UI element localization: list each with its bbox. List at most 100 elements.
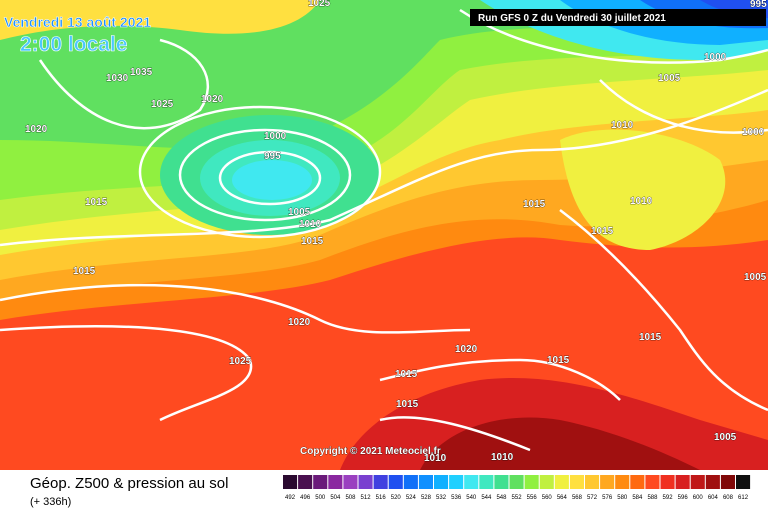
legend-swatch [494, 475, 509, 489]
band [420, 417, 700, 470]
legend-label: 592 [663, 495, 674, 501]
legend-label: 568 [572, 495, 583, 501]
isobar-label: 1005 [658, 73, 681, 84]
legend-label: 544 [481, 495, 492, 501]
isobar-label: 995 [264, 151, 281, 162]
isobar-label: 1010 [424, 453, 447, 464]
run-info: Run GFS 0 Z du Vendredi 30 juillet 2021 [478, 13, 666, 24]
legend-label: 492 [285, 495, 296, 501]
legend-label: 528 [421, 495, 432, 501]
legend-label: 548 [496, 495, 507, 501]
isobars [0, 8, 768, 452]
isobar-label: 1015 [523, 199, 546, 210]
legend-label: 516 [376, 495, 387, 501]
isobar-label: 1025 [151, 99, 174, 110]
run-box [470, 9, 766, 26]
isobar-label: 1030 [106, 73, 129, 84]
isobar-label: 1000 [704, 52, 727, 63]
legend-label: 524 [406, 495, 417, 501]
legend-label: 588 [647, 495, 658, 501]
legend-swatch [373, 475, 388, 489]
isobar-label: 995 [750, 0, 767, 10]
legend-swatch [645, 475, 660, 489]
legend-swatch [554, 475, 569, 489]
legend-label: 496 [300, 495, 311, 501]
isobar-label: 1000 [264, 131, 287, 142]
legend-label: 596 [678, 495, 689, 501]
isobar-label: 1020 [25, 124, 48, 135]
legend-label: 508 [345, 495, 356, 501]
legend-swatch [313, 475, 328, 489]
legend-swatch [660, 475, 675, 489]
legend-swatch [524, 475, 539, 489]
legend-swatch [690, 475, 705, 489]
legend-label: 584 [632, 495, 643, 501]
legend-label: 500 [315, 495, 326, 501]
legend-swatch [736, 475, 751, 489]
legend-swatch [328, 475, 343, 489]
legend-label: 552 [512, 495, 523, 501]
legend-swatch [720, 475, 735, 489]
legend-swatch [569, 475, 584, 489]
legend: 492 496 500 504 508 512 516 520 524 528 532 536 540 5… [283, 475, 751, 501]
legend-swatch [705, 475, 720, 489]
legend-swatch [343, 475, 358, 489]
forecast-time: 2:00 locale [20, 33, 127, 56]
legend-label: 512 [361, 495, 372, 501]
isobar-label: 1005 [744, 272, 767, 283]
legend-label: 604 [708, 495, 719, 501]
isobar-label: 1015 [73, 266, 96, 277]
isobar-label: 1020 [288, 317, 311, 328]
footer-title: Géop. Z500 & pression au sol [30, 475, 228, 492]
legend-label: 532 [436, 495, 447, 501]
isobar-label: 1015 [301, 236, 324, 247]
legend-label: 608 [723, 495, 734, 501]
legend-label: 556 [527, 495, 538, 501]
legend-swatch [464, 475, 479, 489]
isobar-label: 1025 [308, 0, 331, 9]
isobar-label: 1015 [547, 355, 570, 366]
legend-label: 520 [391, 495, 402, 501]
legend-swatch [479, 475, 494, 489]
legend-swatch [449, 475, 464, 489]
band [232, 160, 312, 200]
legend-label: 580 [617, 495, 628, 501]
isobar-label: 1005 [288, 207, 311, 218]
isobar-label: 1005 [714, 432, 737, 443]
legend-swatch [600, 475, 615, 489]
legend-swatch [585, 475, 600, 489]
isobar-label: 1010 [491, 452, 514, 463]
band [560, 129, 726, 250]
legend-swatch [434, 475, 449, 489]
legend-swatch [298, 475, 313, 489]
isobar-label: 1015 [591, 226, 614, 237]
isobar-label: 1015 [395, 369, 418, 380]
isobar-label: 1020 [455, 344, 478, 355]
legend-swatch [675, 475, 690, 489]
legend-swatch [388, 475, 403, 489]
isobar-label: 1035 [130, 67, 153, 78]
isobar-label: 1015 [639, 332, 662, 343]
legend-swatch [509, 475, 524, 489]
legend-swatch [539, 475, 554, 489]
legend-swatch [358, 475, 373, 489]
isobar-label: 1020 [201, 94, 224, 105]
legend-swatch [630, 475, 645, 489]
legend-label: 540 [466, 495, 477, 501]
isobar-label: 1010 [611, 120, 634, 131]
isobar-label: 1015 [85, 197, 108, 208]
legend-label: 504 [330, 495, 341, 501]
isobar-label: 1010 [630, 196, 653, 207]
legend-swatch [615, 475, 630, 489]
legend-swatch [418, 475, 433, 489]
legend-label: 560 [542, 495, 553, 501]
footer-lead: (+ 336h) [30, 496, 71, 508]
isobar-label: 1000 [742, 127, 765, 138]
legend-label: 576 [602, 495, 613, 501]
legend-label: 564 [557, 495, 568, 501]
legend-label: 612 [738, 495, 749, 501]
isobar-label: 1015 [396, 399, 419, 410]
isobar-label: 1025 [229, 356, 252, 367]
legend-label: 600 [693, 495, 704, 501]
